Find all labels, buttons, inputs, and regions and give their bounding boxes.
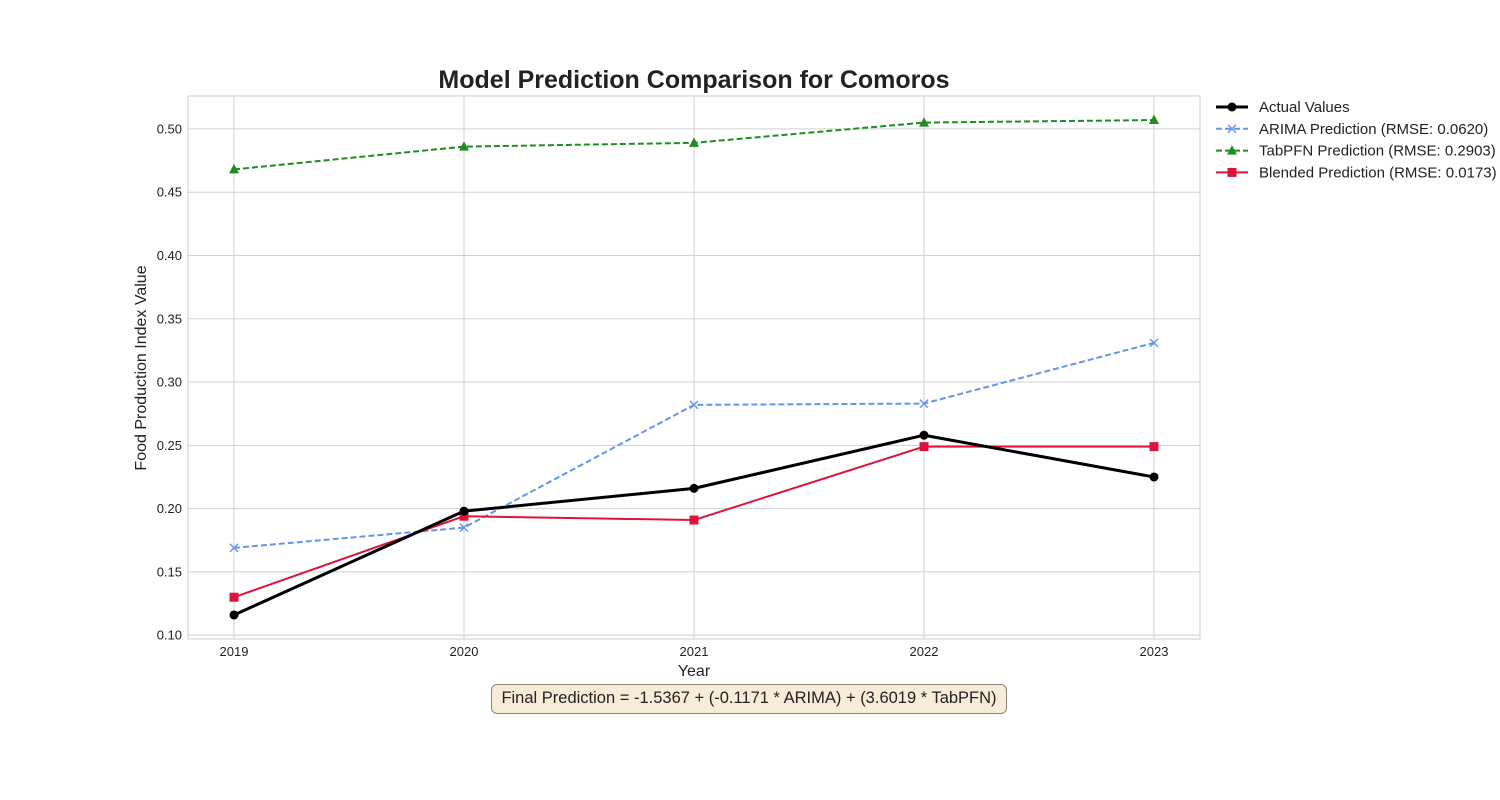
series-3 [229,442,1159,602]
series-0 [229,430,1159,620]
final-prediction-formula: Final Prediction = -1.5367 + (-0.1171 * … [491,684,1007,714]
legend-marker-3 [1227,167,1237,177]
series-0-point [689,483,699,493]
series-1-point [919,399,929,409]
series-2 [229,114,1159,174]
y-tick-label: 0.30 [157,375,182,390]
series-2-point [459,141,469,151]
legend-marker-2 [1227,145,1237,155]
series-2-point [1149,114,1159,125]
series-2-point [229,163,239,174]
axis-ticks: 2019 2020 2021 2022 2023 0.10 0.15 0.20 0.25 0.30… [157,121,1169,659]
x-tick-label: 2023 [1140,644,1169,659]
grid-lines [188,96,1200,639]
series-3-point [1149,442,1159,452]
x-tick-label: 2022 [910,644,939,659]
y-tick-label: 0.15 [157,564,182,579]
y-tick-label: 0.40 [157,248,182,263]
series-layer [229,114,1159,620]
y-axis-label: Food Production Index Value [133,265,150,470]
series-1-point [229,543,239,553]
series-0-point [459,506,469,516]
series-3-point [459,511,469,521]
x-tick-label: 2020 [450,644,479,659]
y-tick-label: 0.50 [157,121,182,136]
x-tick-label: 2019 [220,644,249,659]
series-2-point [919,117,929,127]
series-2-point [689,137,699,147]
y-tick-label: 0.10 [157,628,182,643]
chart-title: Model Prediction Comparison for Comoros [438,66,949,94]
legend-label-0: Actual Values [1259,99,1350,116]
series-0-point [229,610,239,620]
legend-marker-1 [1227,124,1237,134]
series-3-point [229,592,239,602]
legend-marker-0 [1227,102,1237,112]
y-tick-label: 0.20 [157,501,182,516]
y-tick-label: 0.25 [157,438,182,453]
series-0-point [1149,472,1159,482]
series-1 [229,338,1159,553]
series-1-point [459,523,469,533]
plot-area-frame [187,95,1201,640]
legend-label-3: Blended Prediction (RMSE: 0.0173) [1259,164,1497,181]
x-tick-label: 2021 [680,644,709,659]
legend-label-1: ARIMA Prediction (RMSE: 0.0620) [1259,121,1488,138]
x-axis-label: Year [678,663,711,680]
legend: Actual Values ARIMA Prediction (RMSE: 0.0… [1216,99,1497,181]
legend-label-2: TabPFN Prediction (RMSE: 0.2903) [1259,143,1496,160]
series-0-point [919,430,929,440]
series-1-point [1149,338,1159,348]
series-3-point [689,515,699,525]
y-tick-label: 0.45 [157,185,182,200]
y-tick-label: 0.35 [157,311,182,326]
series-3-point [919,442,929,452]
series-1-point [689,400,699,410]
